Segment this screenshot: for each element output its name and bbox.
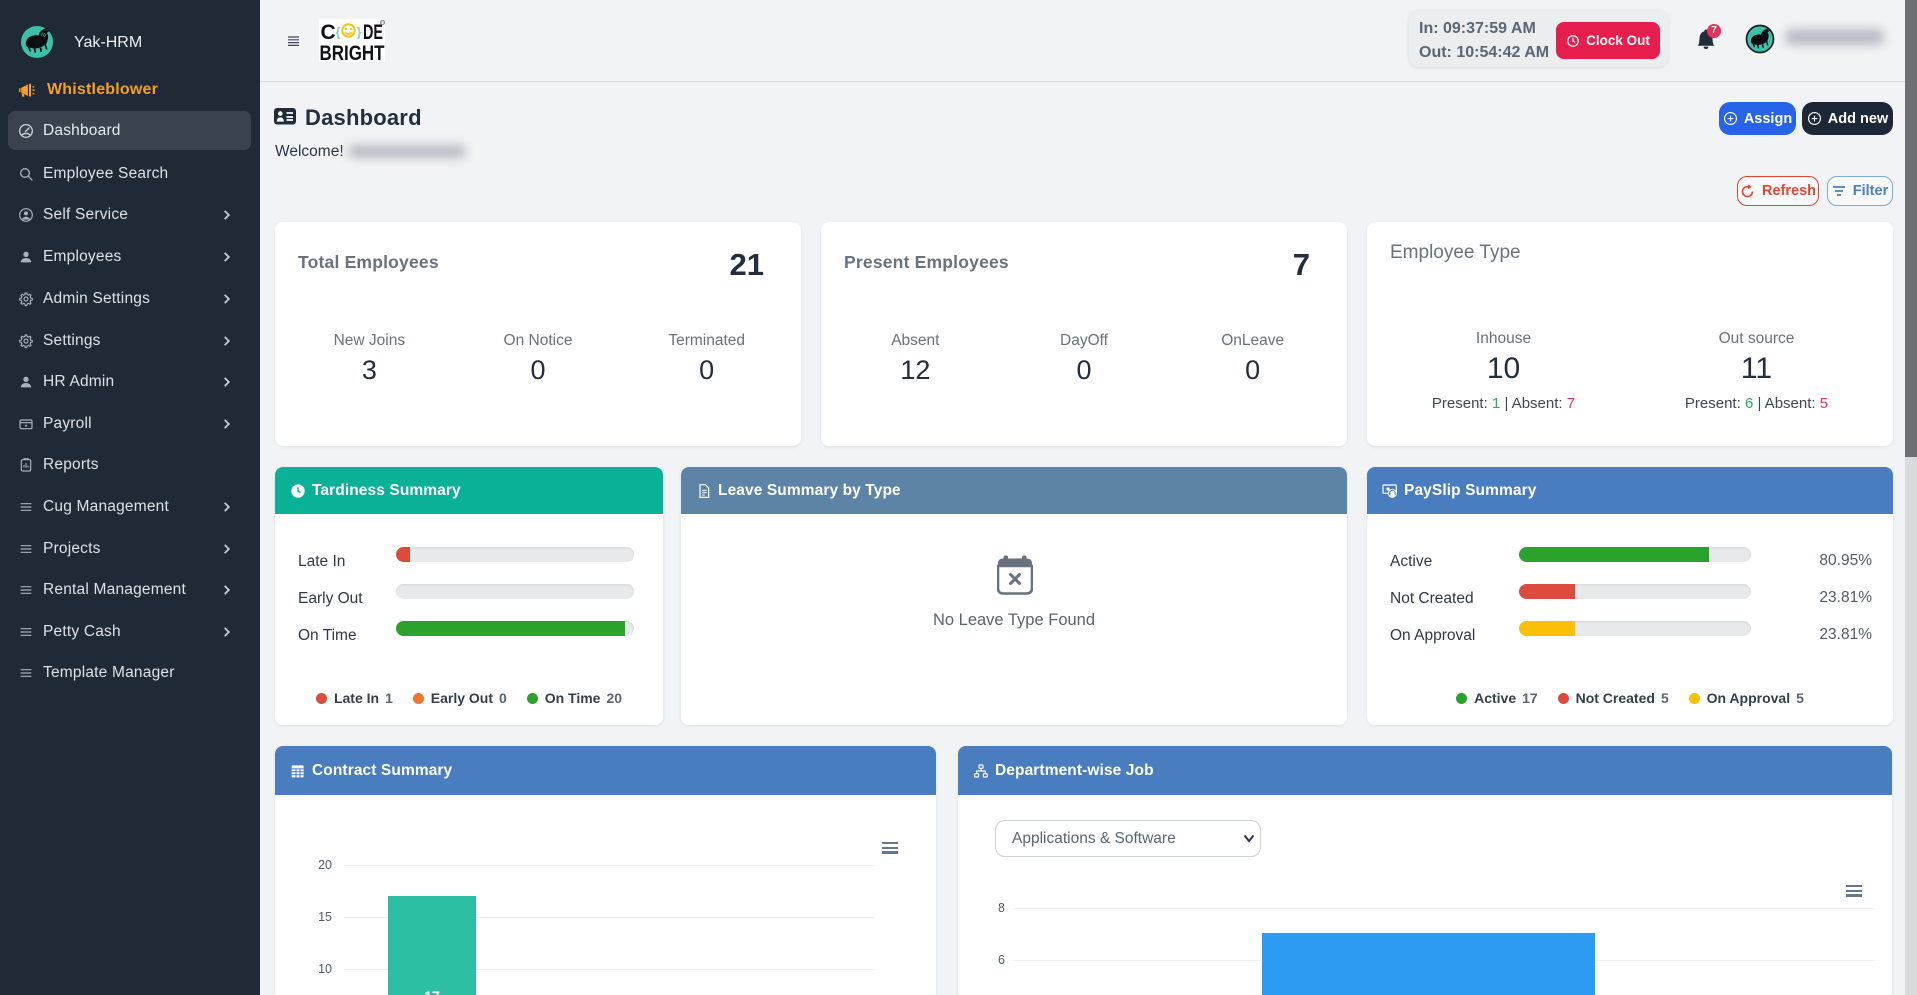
svg-text:BRIGHT: BRIGHT [320, 41, 385, 62]
svg-text:{: { [336, 25, 341, 40]
svg-text:DE: DE [363, 21, 383, 44]
svg-text:}: } [357, 25, 362, 40]
svg-text:C: C [321, 21, 336, 44]
svg-text:R: R [381, 20, 384, 25]
svg-text:$: $ [1391, 490, 1395, 497]
